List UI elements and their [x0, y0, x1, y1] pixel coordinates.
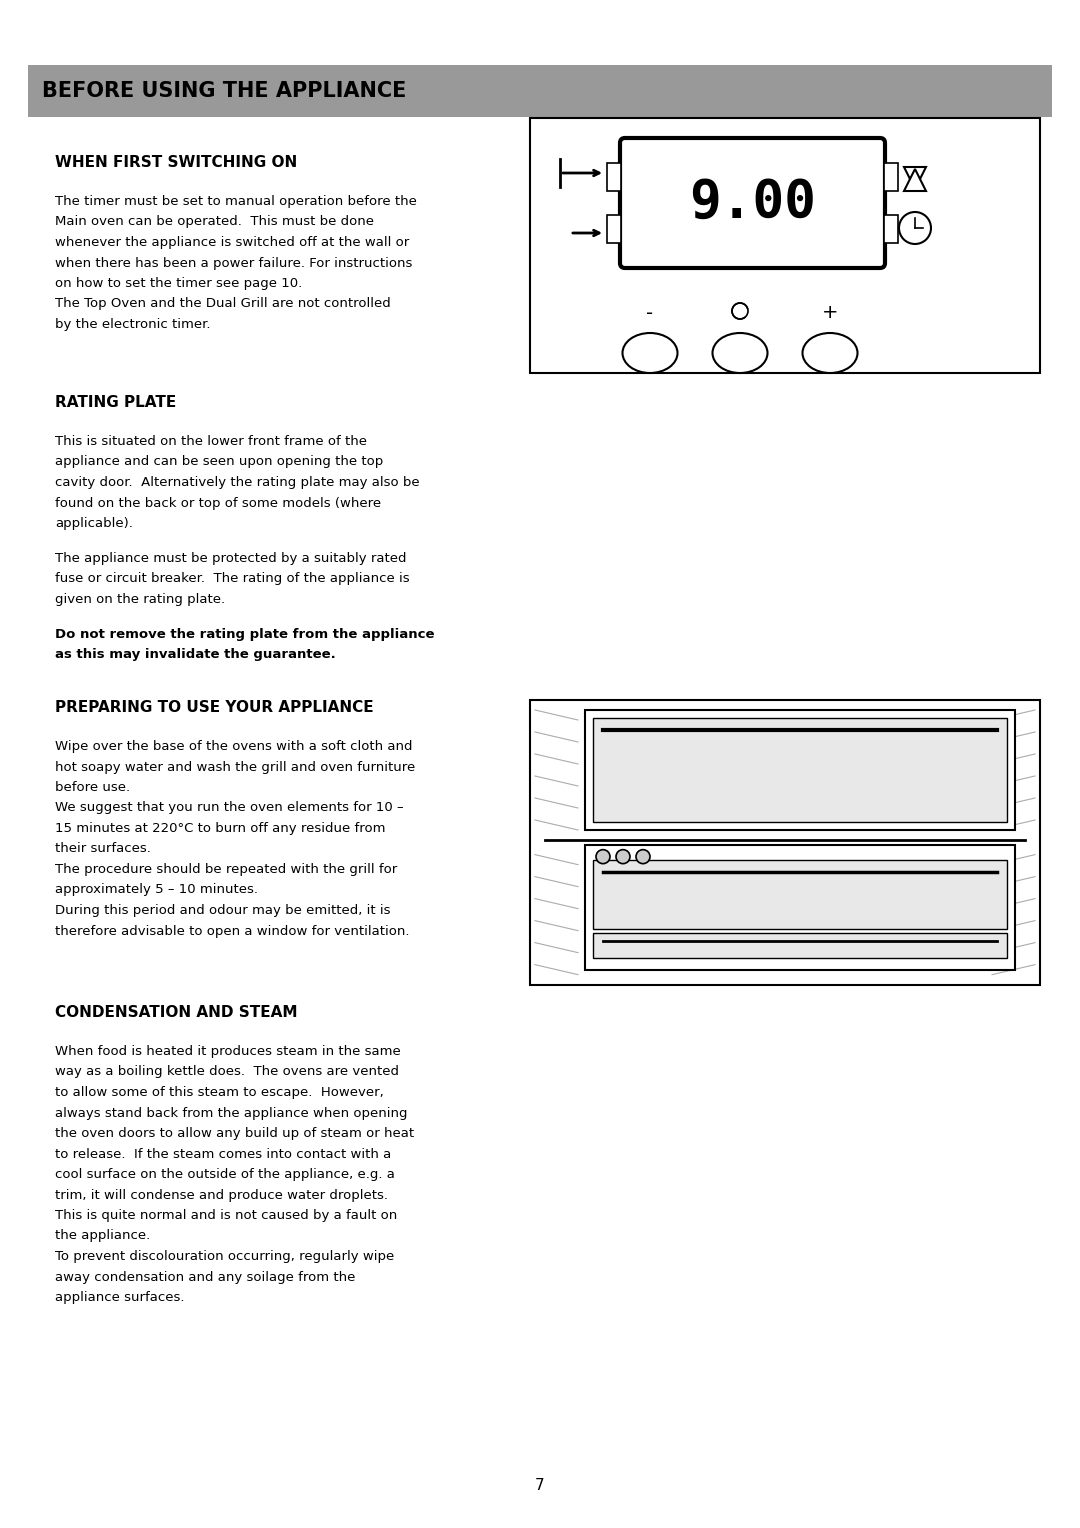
Text: to allow some of this steam to escape.  However,: to allow some of this steam to escape. H… [55, 1086, 383, 1099]
Text: cool surface on the outside of the appliance, e.g. a: cool surface on the outside of the appli… [55, 1167, 395, 1181]
Text: +: + [822, 304, 838, 322]
Text: therefore advisable to open a window for ventilation.: therefore advisable to open a window for… [55, 924, 409, 938]
Bar [607, 163, 621, 191]
Bar [530, 700, 1040, 986]
Polygon shape [904, 170, 926, 191]
Text: Do not remove the rating plate from the appliance: Do not remove the rating plate from the … [55, 628, 434, 640]
Text: on how to set the timer see page 10.: on how to set the timer see page 10. [55, 277, 302, 290]
FancyBboxPatch shape [620, 138, 885, 267]
Bar [28, 66, 1052, 118]
Text: their surfaces.: their surfaces. [55, 842, 151, 856]
Text: as this may invalidate the guarantee.: as this may invalidate the guarantee. [55, 648, 336, 662]
Bar [885, 163, 897, 191]
Text: appliance and can be seen upon opening the top: appliance and can be seen upon opening t… [55, 455, 383, 469]
Text: The Top Oven and the Dual Grill are not controlled: The Top Oven and the Dual Grill are not … [55, 298, 391, 310]
Text: to release.  If the steam comes into contact with a: to release. If the steam comes into cont… [55, 1148, 391, 1160]
Text: We suggest that you run the oven elements for 10 –: We suggest that you run the oven element… [55, 802, 404, 814]
Text: To prevent discolouration occurring, regularly wipe: To prevent discolouration occurring, reg… [55, 1250, 394, 1264]
Text: fuse or circuit breaker.  The rating of the appliance is: fuse or circuit breaker. The rating of t… [55, 573, 409, 585]
Text: the oven doors to allow any build up of steam or heat: the oven doors to allow any build up of … [55, 1128, 414, 1140]
Text: when there has been a power failure. For instructions: when there has been a power failure. For… [55, 257, 413, 269]
Bar [593, 932, 1007, 958]
Text: -: - [647, 304, 653, 322]
Text: trim, it will condense and produce water droplets.: trim, it will condense and produce water… [55, 1189, 388, 1201]
Text: 15 minutes at 220°C to burn off any residue from: 15 minutes at 220°C to burn off any resi… [55, 822, 386, 834]
Text: This is situated on the lower front frame of the: This is situated on the lower front fram… [55, 435, 367, 448]
Ellipse shape [802, 333, 858, 373]
Text: Wipe over the base of the ovens with a soft cloth and: Wipe over the base of the ovens with a s… [55, 740, 413, 753]
Text: The timer must be set to manual operation before the: The timer must be set to manual operatio… [55, 196, 417, 208]
Text: This is quite normal and is not caused by a fault on: This is quite normal and is not caused b… [55, 1209, 397, 1222]
Text: Main oven can be operated.  This must be done: Main oven can be operated. This must be … [55, 215, 374, 229]
Text: before use.: before use. [55, 781, 130, 795]
Bar [530, 118, 1040, 373]
Bar [585, 711, 1015, 830]
Text: The procedure should be repeated with the grill for: The procedure should be repeated with th… [55, 863, 397, 876]
Bar [885, 215, 897, 243]
Circle shape [732, 303, 748, 319]
Text: applicable).: applicable). [55, 516, 133, 530]
Text: During this period and odour may be emitted, it is: During this period and odour may be emit… [55, 905, 391, 917]
Text: whenever the appliance is switched off at the wall or: whenever the appliance is switched off a… [55, 235, 409, 249]
Text: CONDENSATION AND STEAM: CONDENSATION AND STEAM [55, 1005, 297, 1021]
Circle shape [636, 850, 650, 863]
Text: always stand back from the appliance when opening: always stand back from the appliance whe… [55, 1106, 407, 1120]
Bar [585, 845, 1015, 970]
Text: The appliance must be protected by a suitably rated: The appliance must be protected by a sui… [55, 552, 406, 565]
Text: 9.00: 9.00 [689, 177, 816, 229]
Text: 7: 7 [536, 1478, 544, 1493]
Text: When food is heated it produces steam in the same: When food is heated it produces steam in… [55, 1045, 401, 1057]
Text: found on the back or top of some models (where: found on the back or top of some models … [55, 497, 381, 509]
Text: hot soapy water and wash the grill and oven furniture: hot soapy water and wash the grill and o… [55, 761, 415, 773]
Circle shape [616, 850, 630, 863]
Ellipse shape [622, 333, 677, 373]
Bar [607, 215, 621, 243]
Bar [593, 718, 1007, 822]
Text: away condensation and any soilage from the: away condensation and any soilage from t… [55, 1270, 355, 1284]
Text: approximately 5 – 10 minutes.: approximately 5 – 10 minutes. [55, 883, 258, 897]
Text: way as a boiling kettle does.  The ovens are vented: way as a boiling kettle does. The ovens … [55, 1065, 399, 1079]
Text: appliance surfaces.: appliance surfaces. [55, 1291, 185, 1303]
Text: BEFORE USING THE APPLIANCE: BEFORE USING THE APPLIANCE [42, 81, 406, 101]
Circle shape [596, 850, 610, 863]
Text: given on the rating plate.: given on the rating plate. [55, 593, 225, 605]
Circle shape [899, 212, 931, 244]
Text: PREPARING TO USE YOUR APPLIANCE: PREPARING TO USE YOUR APPLIANCE [55, 700, 374, 715]
Bar [593, 860, 1007, 929]
Text: by the electronic timer.: by the electronic timer. [55, 318, 211, 332]
Text: cavity door.  Alternatively the rating plate may also be: cavity door. Alternatively the rating pl… [55, 477, 420, 489]
Text: RATING PLATE: RATING PLATE [55, 396, 176, 410]
Text: WHEN FIRST SWITCHING ON: WHEN FIRST SWITCHING ON [55, 154, 297, 170]
Ellipse shape [713, 333, 768, 373]
Polygon shape [904, 167, 926, 189]
Text: the appliance.: the appliance. [55, 1230, 150, 1242]
